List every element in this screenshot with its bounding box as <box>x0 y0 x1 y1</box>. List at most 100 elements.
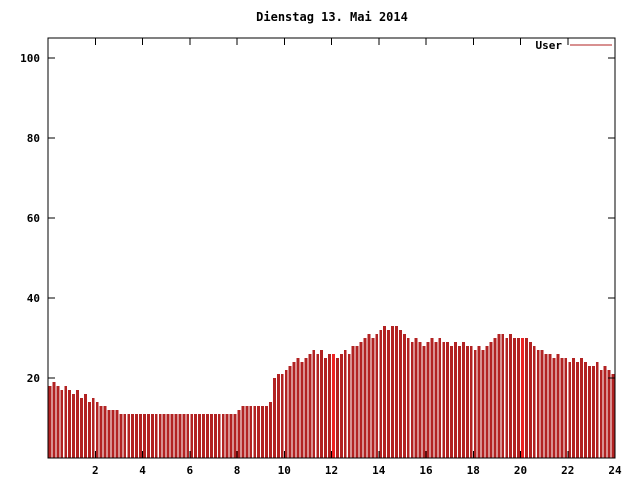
bar <box>87 402 91 458</box>
x-tick-label: 4 <box>139 464 146 477</box>
bar <box>95 402 99 458</box>
bar <box>83 394 87 458</box>
y-tick-label: 20 <box>27 372 40 385</box>
bar <box>438 338 442 458</box>
bar <box>481 350 485 458</box>
bar <box>328 354 331 458</box>
bar <box>442 342 446 458</box>
bar <box>505 338 509 458</box>
bar <box>245 406 249 458</box>
bar <box>154 414 158 458</box>
bar <box>292 362 296 458</box>
bar <box>249 406 253 458</box>
bar <box>182 414 186 458</box>
bar <box>335 358 339 458</box>
bar <box>485 346 489 458</box>
bar <box>320 350 324 458</box>
bar <box>261 406 265 458</box>
y-tick-label: 100 <box>20 52 40 65</box>
bar <box>359 342 363 458</box>
bar <box>139 414 142 458</box>
bar <box>339 354 343 458</box>
bar <box>91 398 95 458</box>
bar <box>209 414 213 458</box>
bar <box>458 346 461 458</box>
bar <box>430 338 434 458</box>
bar <box>233 414 237 458</box>
bar <box>564 358 568 458</box>
bar <box>446 342 450 458</box>
y-tick-label: 40 <box>27 292 40 305</box>
bar <box>241 406 245 458</box>
bar <box>461 342 465 458</box>
bar <box>194 414 198 458</box>
bar <box>454 342 457 458</box>
bar <box>410 342 414 458</box>
bar <box>493 338 497 458</box>
bar <box>402 334 406 458</box>
bar <box>363 338 367 458</box>
bar <box>473 350 477 458</box>
bar <box>103 406 107 458</box>
bar <box>332 354 335 458</box>
bar <box>99 406 103 458</box>
bar <box>202 414 205 458</box>
bar <box>524 338 528 458</box>
bar <box>221 414 225 458</box>
bar <box>123 414 127 458</box>
bar <box>60 390 64 458</box>
bar <box>308 354 312 458</box>
bar <box>48 386 52 458</box>
bar <box>257 406 261 458</box>
bar <box>186 414 190 458</box>
bar <box>509 334 513 458</box>
bar <box>375 334 379 458</box>
bar <box>528 342 532 458</box>
bar <box>280 374 284 458</box>
bar <box>603 366 607 458</box>
bar <box>422 346 426 458</box>
y-tick-label: 60 <box>27 212 40 225</box>
x-tick-label: 18 <box>467 464 480 477</box>
bar <box>383 326 387 458</box>
bar <box>536 350 540 458</box>
x-tick-label: 8 <box>234 464 241 477</box>
chart-title: Dienstag 13. Mai 2014 <box>256 10 408 24</box>
bar <box>398 330 402 458</box>
bar <box>595 362 599 458</box>
bar <box>217 414 221 458</box>
x-tick-label: 2 <box>92 464 99 477</box>
bar <box>107 410 111 458</box>
x-tick-label: 12 <box>325 464 338 477</box>
bar <box>477 346 481 458</box>
x-tick-label: 16 <box>419 464 433 477</box>
bar <box>351 346 355 458</box>
bar <box>288 366 292 458</box>
x-tick-label: 24 <box>608 464 622 477</box>
bar <box>418 342 422 458</box>
bar <box>434 342 438 458</box>
bar <box>111 410 115 458</box>
bar <box>225 414 229 458</box>
bar <box>68 390 72 458</box>
bar <box>532 346 536 458</box>
bar <box>166 414 170 458</box>
bar <box>469 346 473 458</box>
bar <box>76 390 79 458</box>
bar <box>548 354 552 458</box>
bar <box>607 370 611 458</box>
bar <box>387 330 391 458</box>
bar <box>584 362 587 458</box>
bar <box>517 338 520 458</box>
bar <box>56 386 60 458</box>
bar <box>72 394 76 458</box>
bar <box>213 414 217 458</box>
bar <box>367 334 371 458</box>
bar <box>521 338 524 458</box>
bar <box>265 406 268 458</box>
bar <box>52 382 56 458</box>
bar <box>552 358 556 458</box>
bar <box>316 354 320 458</box>
